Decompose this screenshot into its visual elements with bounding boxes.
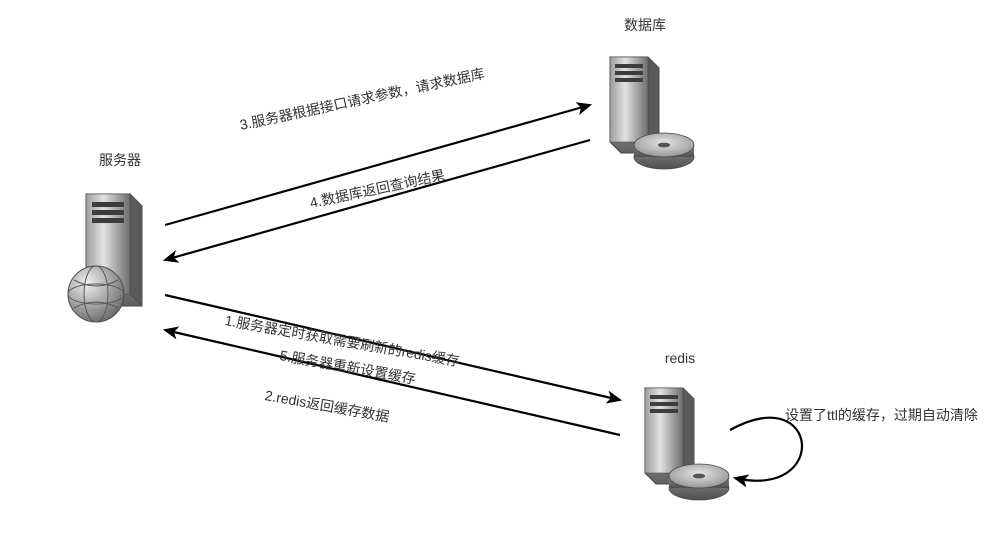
edge-3: [165, 105, 590, 225]
self-loop: [730, 418, 802, 481]
edge-label-3: 3.服务器根据接口请求参数，请求数据库: [238, 63, 486, 134]
node-redis-label: redis: [665, 350, 695, 366]
edge-4: [165, 140, 590, 260]
node-database-label: 数据库: [624, 15, 666, 35]
self-loop-label: 设置了ttl的缓存，过期自动清除: [785, 405, 978, 425]
node-database: 数据库: [590, 15, 700, 171]
node-server-label: 服务器: [99, 150, 141, 170]
edge-label-4: 4.数据库返回查询结果: [308, 165, 447, 213]
database-icon: [590, 41, 700, 171]
server-icon: [60, 176, 180, 326]
node-server: 服务器: [60, 150, 180, 326]
node-redis: redis: [625, 350, 735, 502]
edge-label-2: 2.redis返回缓存数据: [263, 385, 391, 427]
redis-icon: [625, 372, 735, 502]
